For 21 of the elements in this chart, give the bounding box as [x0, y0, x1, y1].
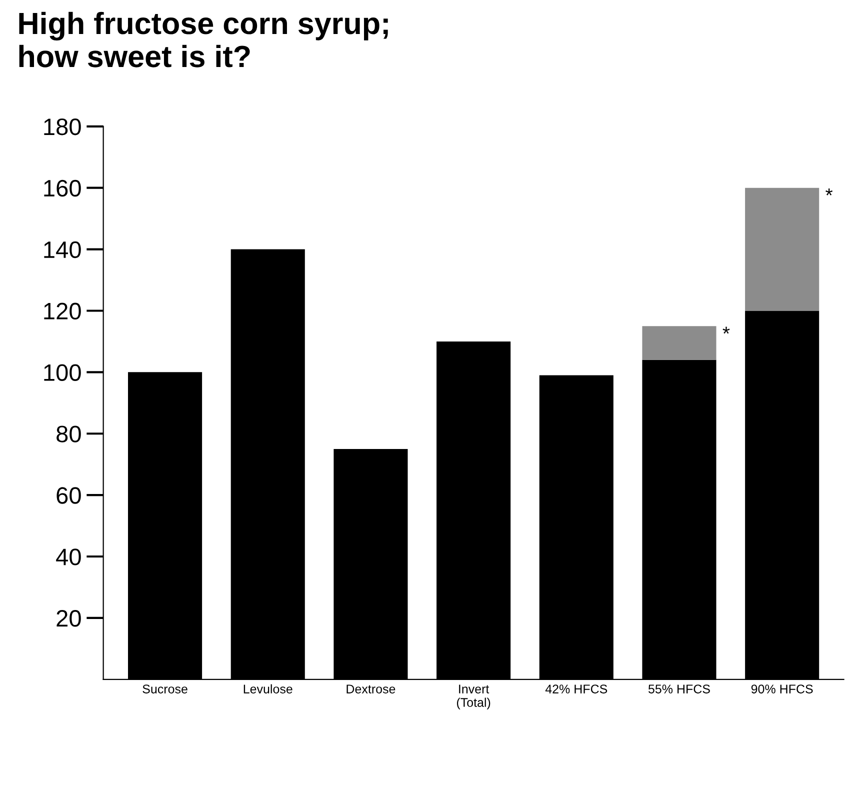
y-tick-label: 100 — [44, 364, 81, 381]
y-tick-label: 120 — [44, 302, 81, 320]
annotation: * — [826, 188, 833, 196]
x-tick-label: 42% HFCS — [545, 684, 608, 694]
y-tick-label: 160 — [44, 180, 81, 197]
y-tick-label: 80 — [56, 426, 81, 442]
x-tick-label: 90% HFCS — [751, 684, 813, 694]
bar — [642, 326, 716, 360]
x-tick-label: 55% HFCS — [648, 684, 710, 694]
annotation: * — [722, 326, 730, 334]
y-tick-label: 140 — [44, 241, 81, 258]
y-tick-label: 180 — [44, 118, 81, 136]
x-tick-label: Dextrose — [346, 684, 396, 694]
bar — [745, 188, 820, 311]
x-tick-label: Sucrose — [142, 684, 188, 694]
chart-title: High fructose corn syrup; how sweet is it? — [19, 12, 388, 68]
y-tick-label: 40 — [56, 548, 81, 566]
y-tick-label: 20 — [56, 610, 81, 627]
x-tick-label: Invert (Total) — [456, 684, 490, 710]
x-tick-label: Levulose — [244, 684, 292, 694]
y-tick-label: 60 — [56, 487, 81, 504]
